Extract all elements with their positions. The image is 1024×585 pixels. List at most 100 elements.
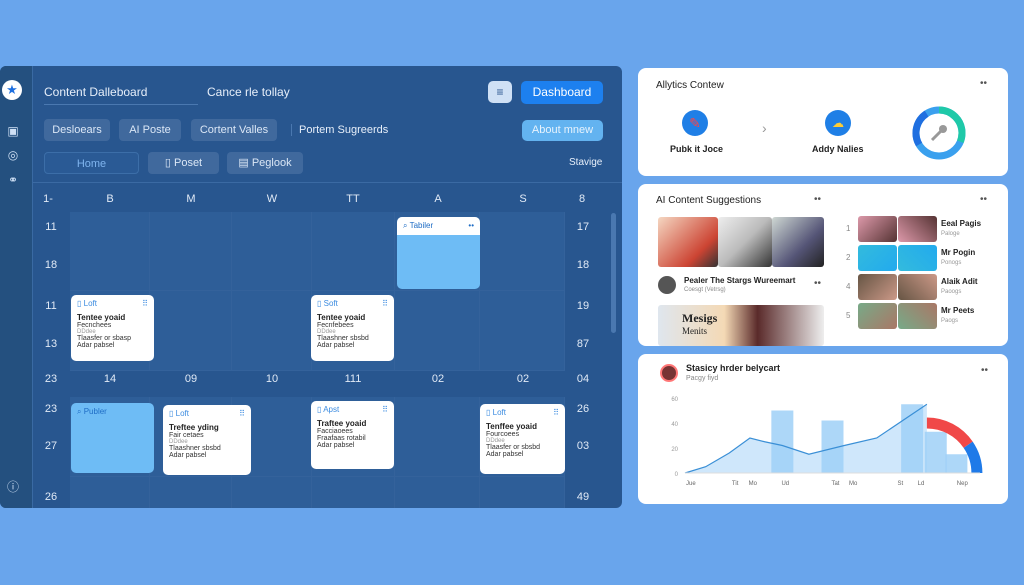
- post-card[interactable]: ▯ Loft ⠿ Tenffee yoaid Fourcoees DDdee Tlaasf…: [480, 404, 565, 474]
- post-card[interactable]: ▯ Apst ⠿ Traftee yoaid Facciaoees Fraafaas r…: [311, 401, 394, 469]
- item-title: Alaik Adit: [941, 277, 978, 286]
- post-sub: Coesgt (Vetrsg): [684, 287, 726, 293]
- highlighted-post-card[interactable]: ⌕ Tabiler ••: [397, 217, 480, 289]
- link-icon[interactable]: ⚭: [7, 173, 19, 187]
- more-icon[interactable]: ••: [981, 365, 989, 376]
- calendar-day-cell[interactable]: [232, 212, 312, 291]
- calendar-day-cell[interactable]: [395, 397, 480, 477]
- calendar-day-cell[interactable]: [150, 291, 232, 371]
- suggestion-image[interactable]: [718, 217, 772, 267]
- clock-icon[interactable]: ◎: [7, 148, 19, 162]
- avatar: [660, 364, 678, 382]
- more-icon[interactable]: ••: [468, 221, 474, 230]
- post-card[interactable]: ▯ Loft ⠿ Treftee yding Fair cetaes DDdee Tlaa…: [163, 405, 251, 475]
- post-card[interactable]: ▯ Loft ⠿ Tentee yoaid Fecnchees DDdee Tlaasfe…: [71, 295, 154, 361]
- weather-icon: ☁: [825, 110, 851, 136]
- calendar-day-cell[interactable]: [312, 477, 395, 508]
- analytics-item1: Pubk it Joce: [670, 144, 724, 154]
- thumbnail: [898, 274, 937, 300]
- calendar-day-cell[interactable]: [232, 291, 312, 371]
- x-tick-label: Mo: [849, 481, 858, 487]
- item-sub: Paloge: [941, 231, 960, 237]
- card-title: Traftee yoaid: [317, 419, 367, 428]
- calendar-day-cell[interactable]: [395, 477, 480, 508]
- card-header: ▯ Soft ⠿: [317, 299, 388, 308]
- more-icon[interactable]: ••: [980, 194, 988, 205]
- filter-desloears[interactable]: Desloears: [44, 119, 110, 141]
- filter-text: Portem Sugreerds: [291, 124, 388, 136]
- info-icon[interactable]: ⓘ: [6, 480, 19, 494]
- weekday-header: B: [106, 193, 114, 205]
- card-tag: Tabiler: [409, 221, 434, 230]
- menu-button[interactable]: ≡: [488, 81, 512, 103]
- drag-icon[interactable]: ⠿: [142, 299, 148, 308]
- chart-panel: Stasicy hrder belycart Pacgy fiyd •• 0 20…: [638, 354, 1008, 504]
- image-text: Menits: [682, 326, 708, 336]
- row-number: 17: [576, 221, 590, 233]
- calendar-day-cell[interactable]: [150, 212, 232, 291]
- calendar-day-cell[interactable]: [480, 291, 565, 371]
- poset-button[interactable]: ▯ Poset: [148, 152, 219, 174]
- chart-title: Stasicy hrder belycart: [686, 363, 781, 373]
- thumbnail: [898, 216, 937, 242]
- card-line: Fraafaas rotabil: [317, 435, 366, 442]
- search-icon: ⌕: [403, 221, 410, 230]
- scrollbar[interactable]: [611, 213, 616, 333]
- calendar-day-cell[interactable]: [150, 477, 232, 508]
- weekday-header: S: [519, 193, 527, 205]
- date-number: 14: [103, 373, 117, 385]
- dashboard-button[interactable]: Dashboard: [521, 81, 603, 104]
- calendar-day-cell[interactable]: [232, 477, 312, 508]
- calendar-day-cell[interactable]: [70, 212, 150, 291]
- more-icon[interactable]: ••: [814, 194, 822, 205]
- home-nav[interactable]: Home: [44, 152, 139, 174]
- item-rank: 1: [846, 224, 851, 233]
- thumbnail: [858, 303, 897, 329]
- suggestion-list-item[interactable]: 1 Eeal Pagis Paloge: [838, 216, 998, 243]
- drag-icon[interactable]: ⠿: [553, 408, 559, 417]
- card-header: ▯ Loft ⠿: [169, 409, 245, 418]
- card-meta: DDdee: [486, 438, 505, 444]
- calendar-grid: 1- B M W TT A S 8 11 17 18 18 11 19 13 87 23 04 23 26 27 03 26…: [33, 182, 622, 508]
- y-tick-label: 40: [671, 422, 678, 428]
- suggestion-list-item[interactable]: 2 Mr Pogin Ponogs: [838, 245, 998, 272]
- filter-content-values[interactable]: Cortent Valles: [191, 119, 277, 141]
- card-header: ⌕ Publer: [77, 407, 148, 417]
- doc-icon: ▯: [77, 299, 84, 308]
- suggestion-image[interactable]: Mesigs Menits: [658, 305, 824, 346]
- bar: [901, 404, 924, 473]
- peglook-button[interactable]: ▤ Peglook: [227, 152, 303, 174]
- post-card[interactable]: ▯ Soft ⠿ Tentee yoaid Fecnfebees DDdee Tlaash…: [311, 295, 394, 361]
- drag-icon[interactable]: ⠿: [382, 299, 388, 308]
- chevron-right-icon[interactable]: ›: [762, 120, 767, 136]
- item-title: Mr Peets: [941, 306, 975, 315]
- more-icon[interactable]: ••: [814, 278, 822, 289]
- thumbnail: [858, 274, 897, 300]
- suggestion-list-item[interactable]: 5 Mr Peets Paogs: [838, 303, 998, 330]
- suggestion-image[interactable]: [772, 217, 824, 267]
- drag-icon[interactable]: ⠿: [382, 405, 388, 414]
- suggestion-image[interactable]: [658, 217, 718, 267]
- card-tag: Loft: [175, 409, 189, 418]
- weekday-header: A: [434, 193, 442, 205]
- highlighted-post-card[interactable]: ⌕ Publer: [71, 403, 154, 473]
- row-number: 49: [576, 491, 590, 503]
- suggestion-list-item[interactable]: 4 Alaik Adit Paoogs: [838, 274, 998, 301]
- filter-ai-poste[interactable]: AI Poste: [119, 119, 181, 141]
- star-logo-icon[interactable]: ★: [2, 80, 22, 100]
- drag-icon[interactable]: ⠿: [239, 409, 245, 418]
- card-sub: Fourcoees: [486, 431, 520, 438]
- calendar-day-cell[interactable]: [312, 212, 395, 291]
- more-icon[interactable]: ••: [980, 78, 988, 89]
- calendar-day-cell[interactable]: [480, 212, 565, 291]
- save-icon[interactable]: ▣: [7, 124, 19, 138]
- about-button[interactable]: About mnew: [522, 120, 603, 141]
- ai-suggestions-panel: AI Content Suggestions •• •• Pealer The …: [638, 184, 1008, 346]
- calendar-day-cell[interactable]: [70, 477, 150, 508]
- x-tick-label: St: [898, 481, 904, 487]
- calendar-day-cell[interactable]: [395, 291, 480, 371]
- card-title: Tentee yoaid: [317, 313, 366, 322]
- y-tick-label: 0: [675, 472, 679, 478]
- calendar-day-cell[interactable]: [480, 477, 565, 508]
- x-tick-label: Tit: [732, 481, 739, 487]
